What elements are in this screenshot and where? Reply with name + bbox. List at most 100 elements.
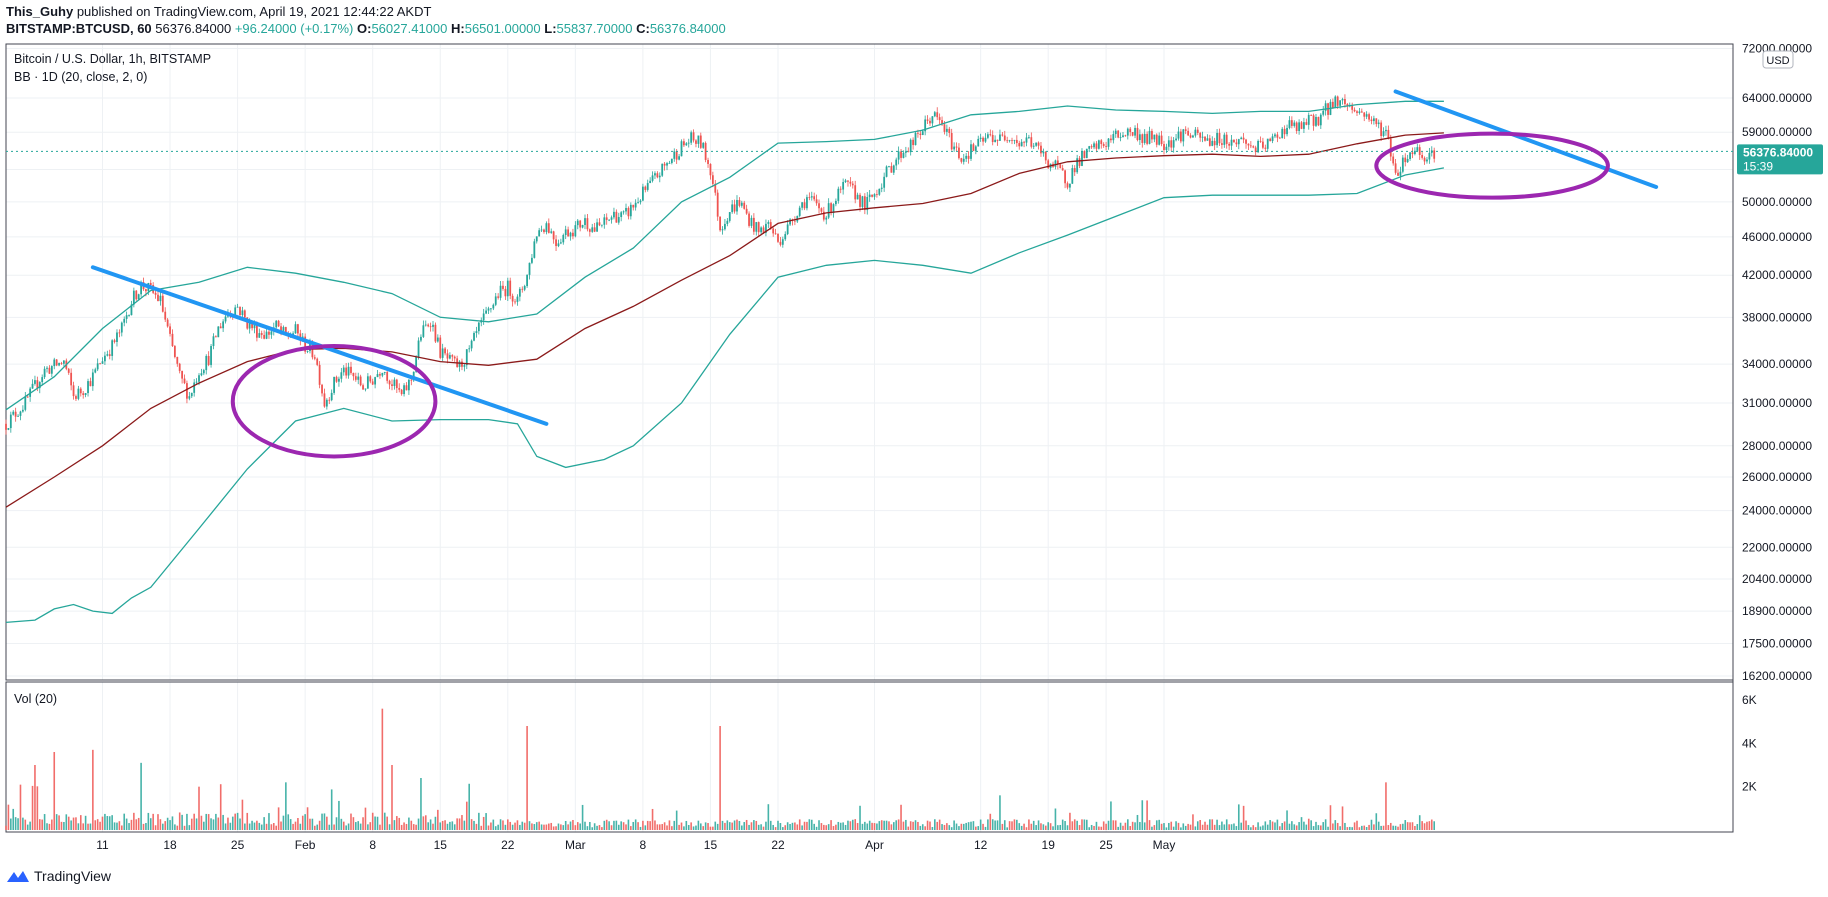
volume-bar [866, 823, 869, 830]
candle-body [1293, 122, 1296, 126]
volume-bar [668, 820, 671, 830]
volume-bar [263, 817, 265, 830]
volume-bar [441, 820, 444, 830]
candle-body [702, 142, 705, 148]
candle-body [449, 355, 451, 359]
volume-bar [1090, 824, 1093, 830]
price-tick-label: 31000.00000 [1742, 396, 1812, 410]
candle-body [767, 222, 770, 224]
candle-body [1324, 103, 1327, 111]
candle-body [429, 326, 432, 328]
candle-body [12, 411, 15, 415]
time-tick-label: 19 [1042, 838, 1056, 852]
volume-bar [451, 821, 454, 830]
candle-body [1095, 143, 1098, 149]
candle-body [212, 336, 215, 347]
candle-body [1129, 128, 1132, 133]
candle-body [502, 285, 504, 289]
volume-bar [265, 823, 268, 830]
volume-bar [381, 708, 384, 830]
time-tick-label: 18 [163, 838, 177, 852]
volume-bar [311, 818, 314, 830]
volume-bar [605, 819, 608, 830]
candle-body [205, 355, 208, 371]
candle-body [695, 140, 697, 144]
candle-body [859, 194, 861, 207]
volume-bar [1032, 820, 1035, 830]
volume-bar [1312, 826, 1315, 830]
candle-body [851, 183, 854, 186]
volume-bar [453, 824, 456, 830]
volume-bar [779, 822, 782, 830]
candle-body [629, 204, 632, 217]
candle-body [400, 389, 403, 395]
candle-body [1037, 142, 1040, 146]
candle-body [644, 186, 647, 190]
volume-bar [188, 825, 191, 830]
candle-body [625, 207, 627, 212]
candle-body [1414, 150, 1416, 155]
price-axis[interactable]: 72000.0000064000.0000059000.0000054000.0… [1742, 41, 1812, 683]
volume-bar [287, 814, 290, 830]
candle-body [325, 399, 328, 407]
candle-body [1047, 160, 1050, 169]
volume-bar [1201, 824, 1204, 830]
candle-body [181, 370, 184, 379]
volume-bar [929, 821, 931, 830]
volume-tick-label: 4K [1742, 736, 1757, 750]
candle-body [280, 326, 282, 331]
drawings[interactable] [90, 89, 1659, 459]
volume-bar [101, 816, 104, 830]
volume-bar [610, 825, 613, 830]
volume-legend[interactable]: Vol (20) [14, 692, 58, 706]
volume-bar [521, 821, 524, 830]
volume-bar [84, 815, 87, 830]
candle-body [663, 163, 666, 166]
volume-bar [347, 823, 350, 830]
candle-body [547, 223, 550, 233]
currency-badge[interactable]: USD [1762, 50, 1794, 69]
volume-bar [1245, 820, 1247, 830]
candle-body [1100, 140, 1103, 145]
candle-body [1288, 120, 1291, 128]
time-axis[interactable]: 11 18 25 Feb 8 15 22 Mar 8 15 22 Apr 12 19 25 May [96, 838, 1175, 852]
volume-bar [1187, 823, 1189, 830]
volume-bar [931, 827, 934, 830]
author-name[interactable]: This_Guhy [6, 4, 74, 19]
candle-body [726, 220, 729, 224]
trend-line[interactable] [1393, 89, 1659, 189]
tradingview-footer[interactable]: TradingView [6, 868, 111, 884]
candle-body [897, 151, 900, 160]
candle-body [784, 234, 787, 240]
ellipse-highlight[interactable] [1374, 131, 1610, 200]
candle-body [687, 142, 690, 144]
ellipse-highlight[interactable] [230, 343, 438, 459]
volume-bar [977, 826, 980, 830]
volume-bar [1291, 821, 1293, 830]
candle-body [598, 222, 601, 226]
candle-body [359, 376, 362, 386]
last-price-tag: 56376.84000 15:39 [1737, 144, 1823, 175]
volume-bar [362, 817, 364, 830]
volume-bar [1213, 824, 1216, 830]
candle-body [716, 192, 719, 217]
volume-bar [342, 821, 345, 830]
indicator-legend[interactable]: BB · 1D (20, close, 2, 0) [14, 70, 148, 84]
volume-bar [439, 822, 442, 830]
candle-body [451, 355, 454, 357]
candle-body [931, 116, 934, 124]
high-value: 56501.00000 [464, 21, 541, 36]
volume-bar [1011, 821, 1013, 830]
candle-body [386, 372, 389, 381]
volume-bar [642, 820, 644, 830]
time-tick-label: 12 [974, 838, 988, 852]
candle-body [781, 239, 784, 245]
candle-body [835, 200, 837, 205]
volume-bar [63, 821, 65, 830]
volume-bar [1247, 825, 1250, 830]
volume-bar [174, 824, 176, 830]
candle-body [868, 194, 871, 198]
candle-body [1394, 163, 1397, 173]
last-price-value: 56376.84000 [155, 21, 232, 36]
